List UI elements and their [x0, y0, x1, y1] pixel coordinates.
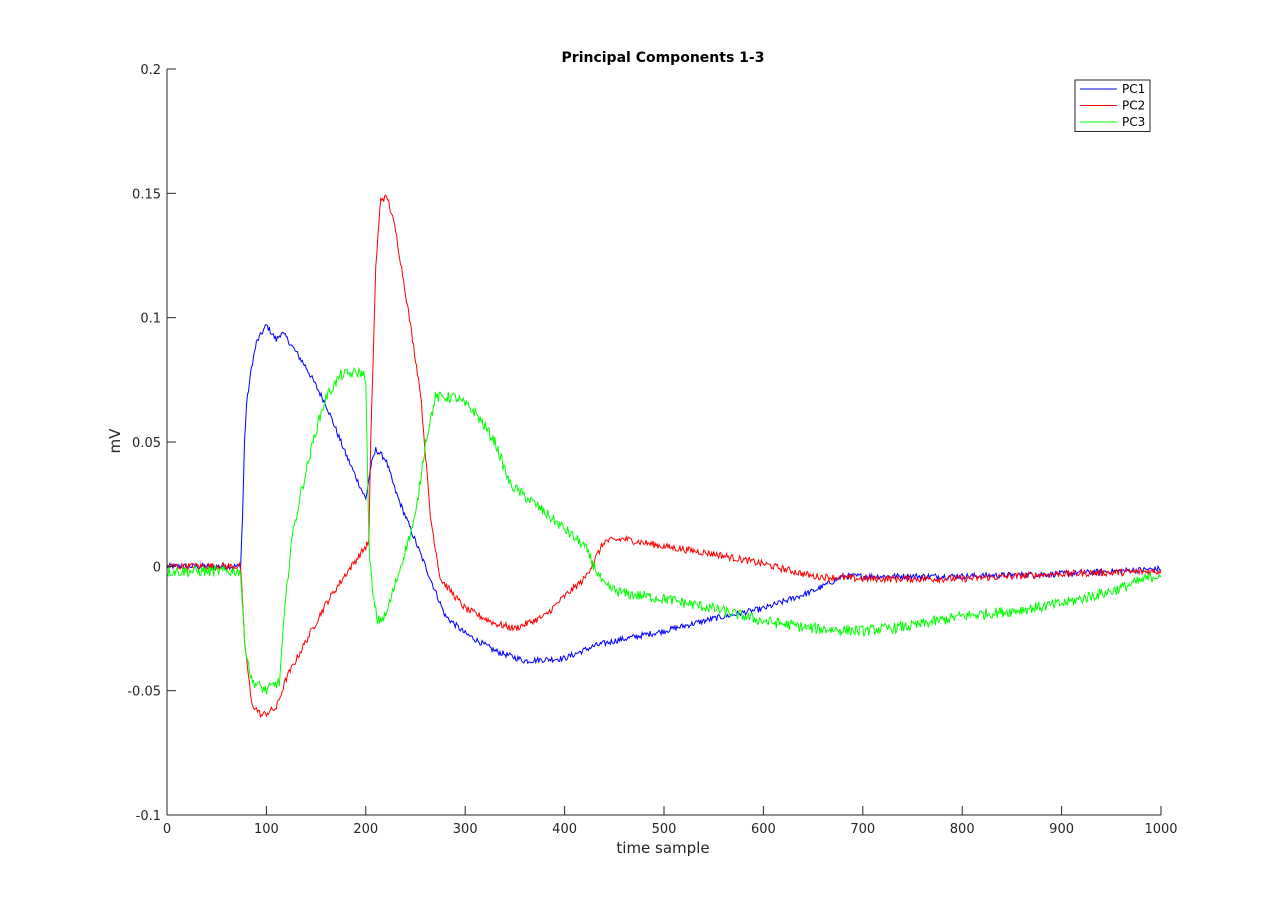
x-tick-label: 100 [254, 822, 279, 837]
x-tick-label: 500 [652, 822, 677, 837]
y-tick-label: -0.05 [127, 685, 161, 700]
series-line-pc2 [166, 194, 1162, 718]
axes: 0 100 200 300 400 500 600 700 800 900 1000 -0.1 -0.0… [127, 63, 1177, 837]
x-tick-label: 200 [353, 822, 378, 837]
series-line-pc3 [166, 366, 1162, 695]
plot-area [166, 194, 1162, 718]
x-tick-label: 900 [1049, 822, 1074, 837]
y-tick-label: 0.15 [132, 187, 161, 202]
y-tick-label: 0.1 [140, 312, 161, 327]
y-axis-label: mV [106, 428, 124, 454]
series-line-pc1 [166, 324, 1162, 665]
y-tick-label: 0 [153, 560, 161, 575]
legend-entry-pc2: PC2 [1122, 99, 1145, 113]
x-tick-label: 600 [751, 822, 776, 837]
legend-entry-pc1: PC1 [1122, 82, 1145, 96]
chart-title: Principal Components 1-3 [562, 50, 765, 66]
x-tick-label: 400 [552, 822, 577, 837]
x-tick-label: 700 [850, 822, 875, 837]
x-tick-label: 800 [950, 822, 975, 837]
legend-entry-pc3: PC3 [1122, 115, 1145, 129]
x-tick-label: 300 [453, 822, 478, 837]
x-axis-label: time sample [616, 839, 709, 857]
y-tick-label: -0.1 [136, 809, 161, 824]
y-tick-label: 0.2 [140, 63, 161, 78]
x-tick-label: 0 [163, 822, 171, 837]
y-tick-label: 0.05 [132, 436, 161, 451]
x-tick-label: 1000 [1144, 822, 1177, 837]
legend: PC1 PC2 PC3 [1074, 79, 1151, 132]
